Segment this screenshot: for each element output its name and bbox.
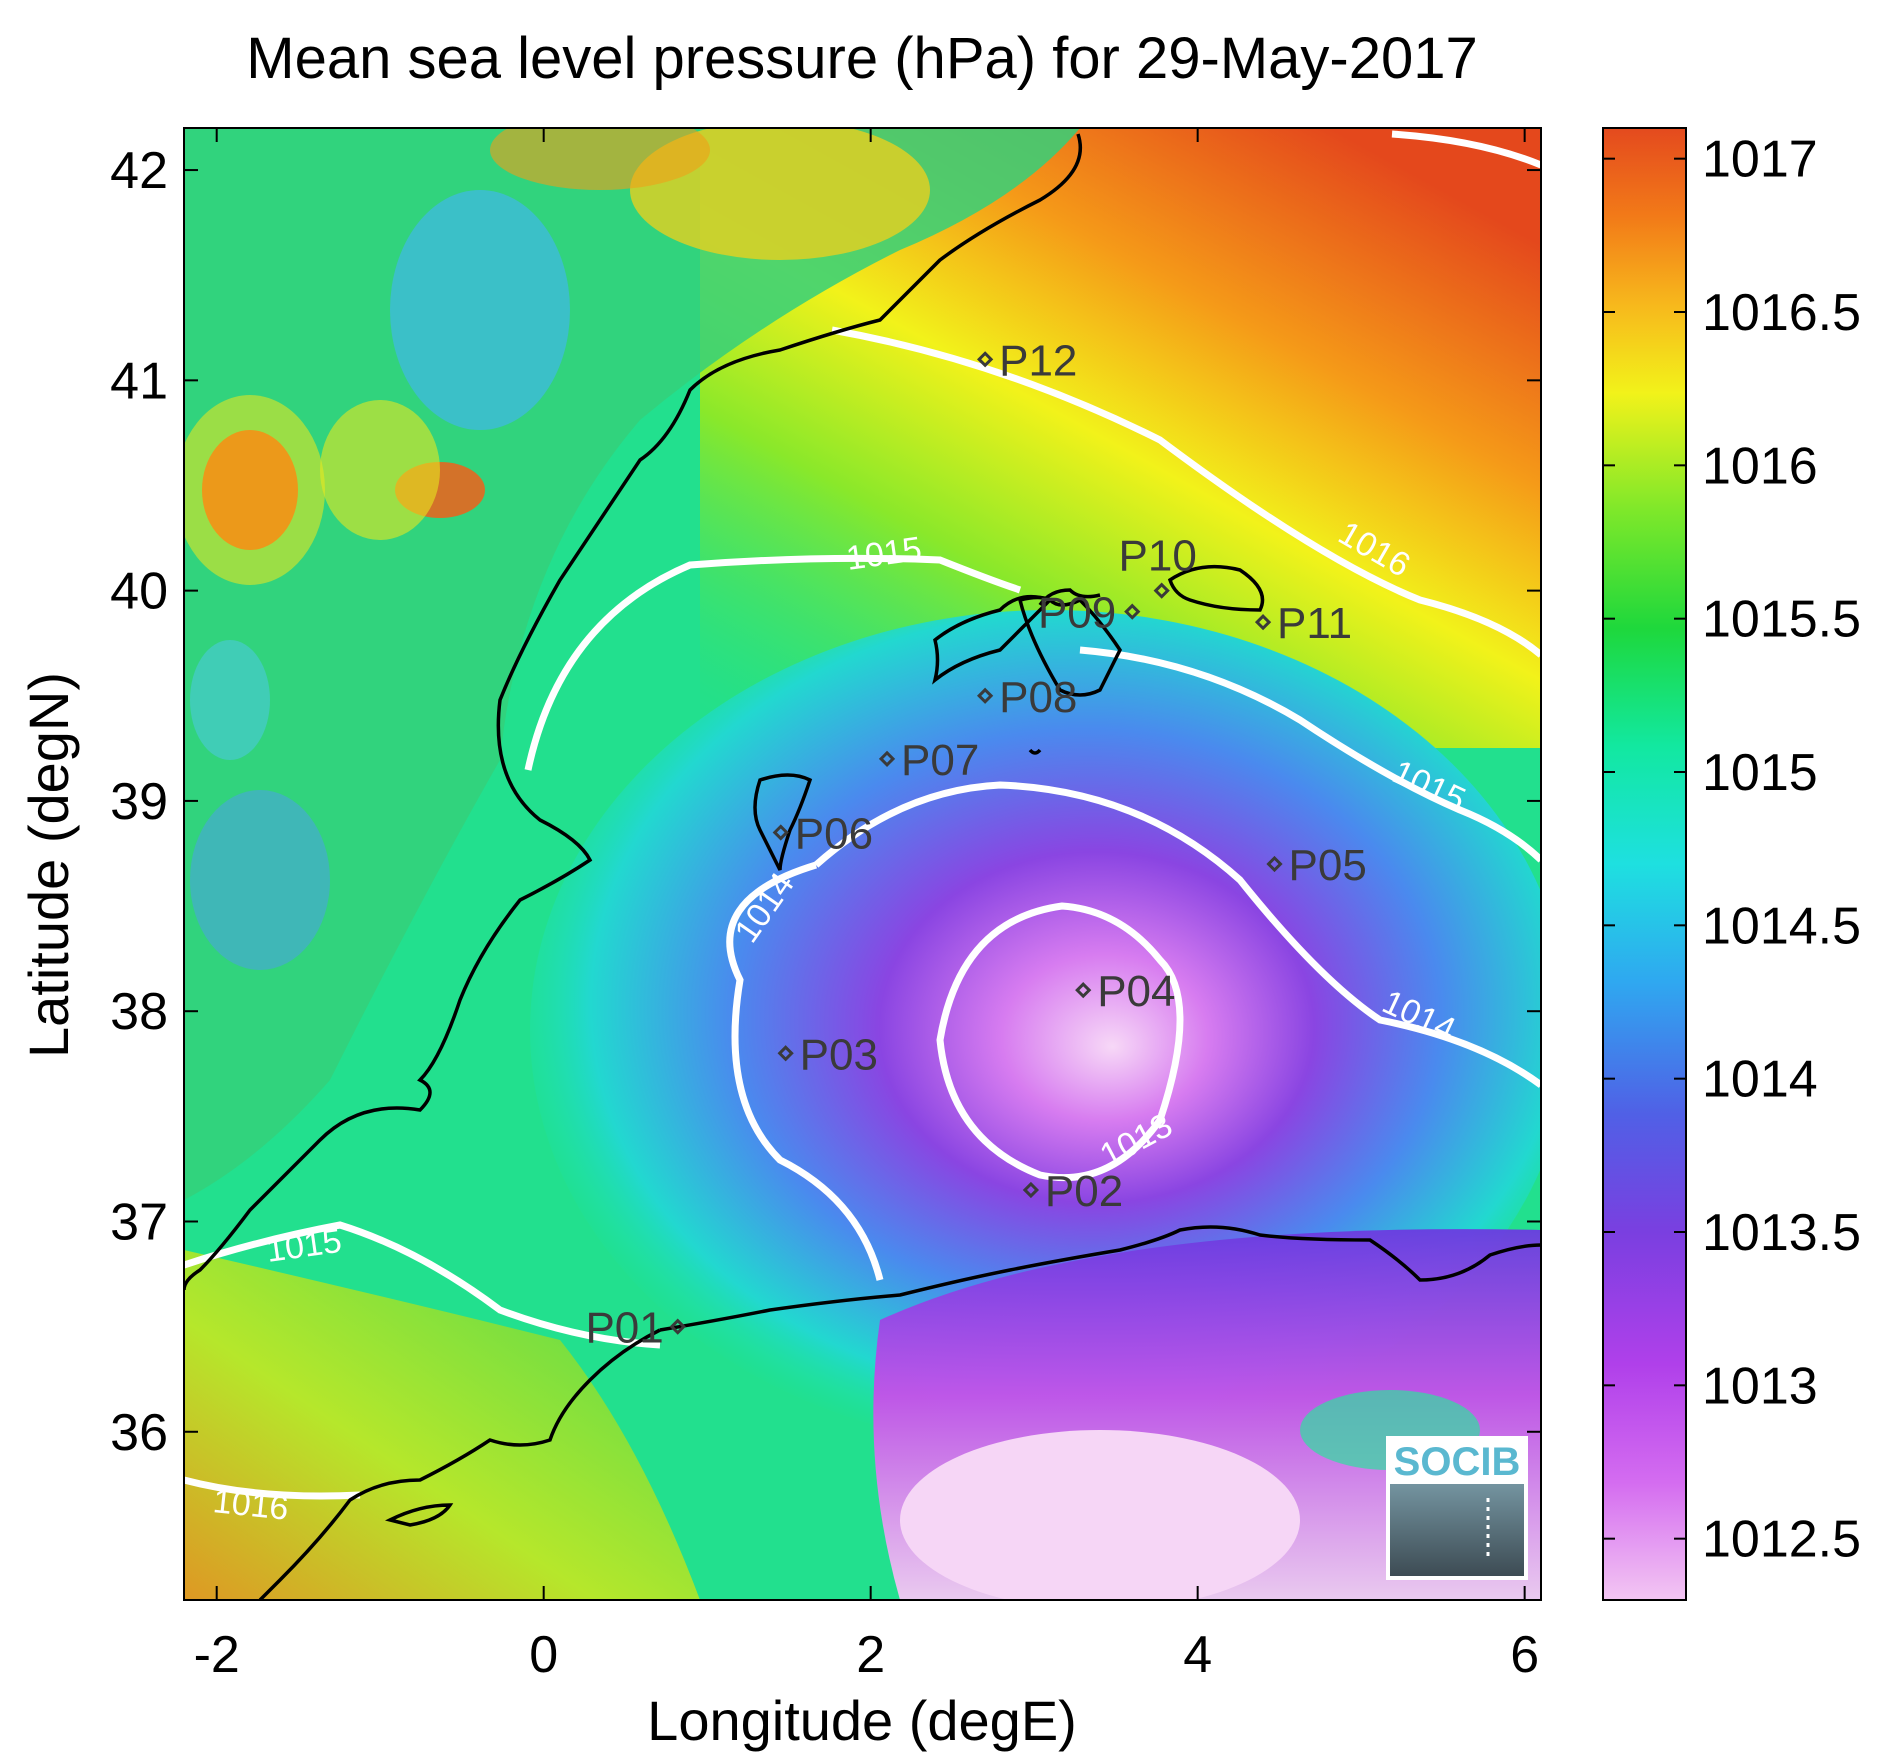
station-marker bbox=[878, 750, 896, 767]
station-label: P11 bbox=[1277, 599, 1352, 648]
station-marker bbox=[1153, 582, 1170, 599]
colorbar-ticks: 1012.5 1013 1013.5 1014 1014.5 1015 1015.5 1016… bbox=[1603, 131, 1861, 1569]
colorbar-tick-label: 1016 bbox=[1702, 437, 1818, 495]
station-marker bbox=[1075, 982, 1092, 999]
y-tick-label: 40 bbox=[110, 563, 168, 621]
pressure-field bbox=[184, 128, 1541, 1600]
station-marker bbox=[1254, 614, 1272, 631]
station-label: P05 bbox=[1289, 841, 1367, 890]
y-tick-label: 37 bbox=[110, 1193, 168, 1251]
map-frame bbox=[183, 127, 1542, 1601]
logo-text: SOCIB bbox=[1394, 1440, 1521, 1484]
colorbar-tick-label: 1015.5 bbox=[1702, 591, 1861, 649]
y-tick-label: 42 bbox=[110, 142, 168, 200]
colorbar-tick-label: 1015 bbox=[1702, 744, 1818, 802]
station-label: P02 bbox=[1045, 1167, 1123, 1216]
station-label: P06 bbox=[795, 809, 873, 858]
station-marker bbox=[1124, 603, 1141, 620]
station-marker bbox=[777, 1045, 794, 1062]
colorbar-tick-label: 1016.5 bbox=[1702, 284, 1861, 342]
colorbar bbox=[1602, 127, 1687, 1601]
y-tick-label: 38 bbox=[110, 983, 168, 1041]
station-marker bbox=[976, 351, 994, 368]
colorbar-tick-label: 1014 bbox=[1702, 1051, 1818, 1109]
station-label: P07 bbox=[901, 736, 979, 785]
x-tick-label: 2 bbox=[856, 1626, 885, 1684]
coastline bbox=[184, 133, 1541, 1600]
colorbar-tick-label: 1014.5 bbox=[1702, 897, 1861, 955]
colorbar-tick-label: 1017 bbox=[1702, 131, 1818, 189]
socib-logo: SOCIB bbox=[1386, 1436, 1528, 1580]
pressure-contours bbox=[184, 130, 1541, 1500]
y-tick-label: 41 bbox=[110, 352, 168, 410]
station-label: P10 bbox=[1119, 532, 1197, 581]
colorbar-tick-label: 1013.5 bbox=[1702, 1204, 1861, 1262]
y-axis-label: Latitude (degN) bbox=[17, 672, 80, 1058]
contour-label: 1016 bbox=[211, 1482, 290, 1528]
x-axis-label: Longitude (degE) bbox=[647, 1689, 1077, 1752]
station-marker bbox=[976, 687, 994, 704]
station-marker bbox=[1266, 855, 1283, 873]
station-marker bbox=[669, 1318, 686, 1335]
station-label: P09 bbox=[1038, 589, 1116, 638]
station-label: P03 bbox=[800, 1030, 878, 1079]
station-label: P08 bbox=[999, 673, 1077, 722]
y-tick-label: 36 bbox=[110, 1404, 168, 1462]
station-marker bbox=[1022, 1181, 1040, 1199]
colorbar-tick-label: 1013 bbox=[1702, 1357, 1818, 1415]
chart-title: Mean sea level pressure (hPa) for 29-May… bbox=[246, 26, 1477, 91]
station-marker bbox=[772, 824, 789, 841]
x-tick-label: 0 bbox=[529, 1626, 558, 1684]
y-axis-ticks: 36 37 38 39 40 41 42 bbox=[110, 142, 1541, 1462]
x-axis-ticks: -2 0 2 4 6 bbox=[194, 128, 1539, 1684]
station-label: P01 bbox=[585, 1304, 663, 1353]
x-tick-label: 4 bbox=[1183, 1626, 1212, 1684]
station-label: P04 bbox=[1097, 967, 1175, 1016]
x-tick-label: 6 bbox=[1510, 1626, 1539, 1684]
x-tick-label: -2 bbox=[194, 1626, 240, 1684]
colorbar-tick-label: 1012.5 bbox=[1702, 1511, 1861, 1569]
station-label: P12 bbox=[999, 336, 1077, 385]
y-tick-label: 39 bbox=[110, 773, 168, 831]
